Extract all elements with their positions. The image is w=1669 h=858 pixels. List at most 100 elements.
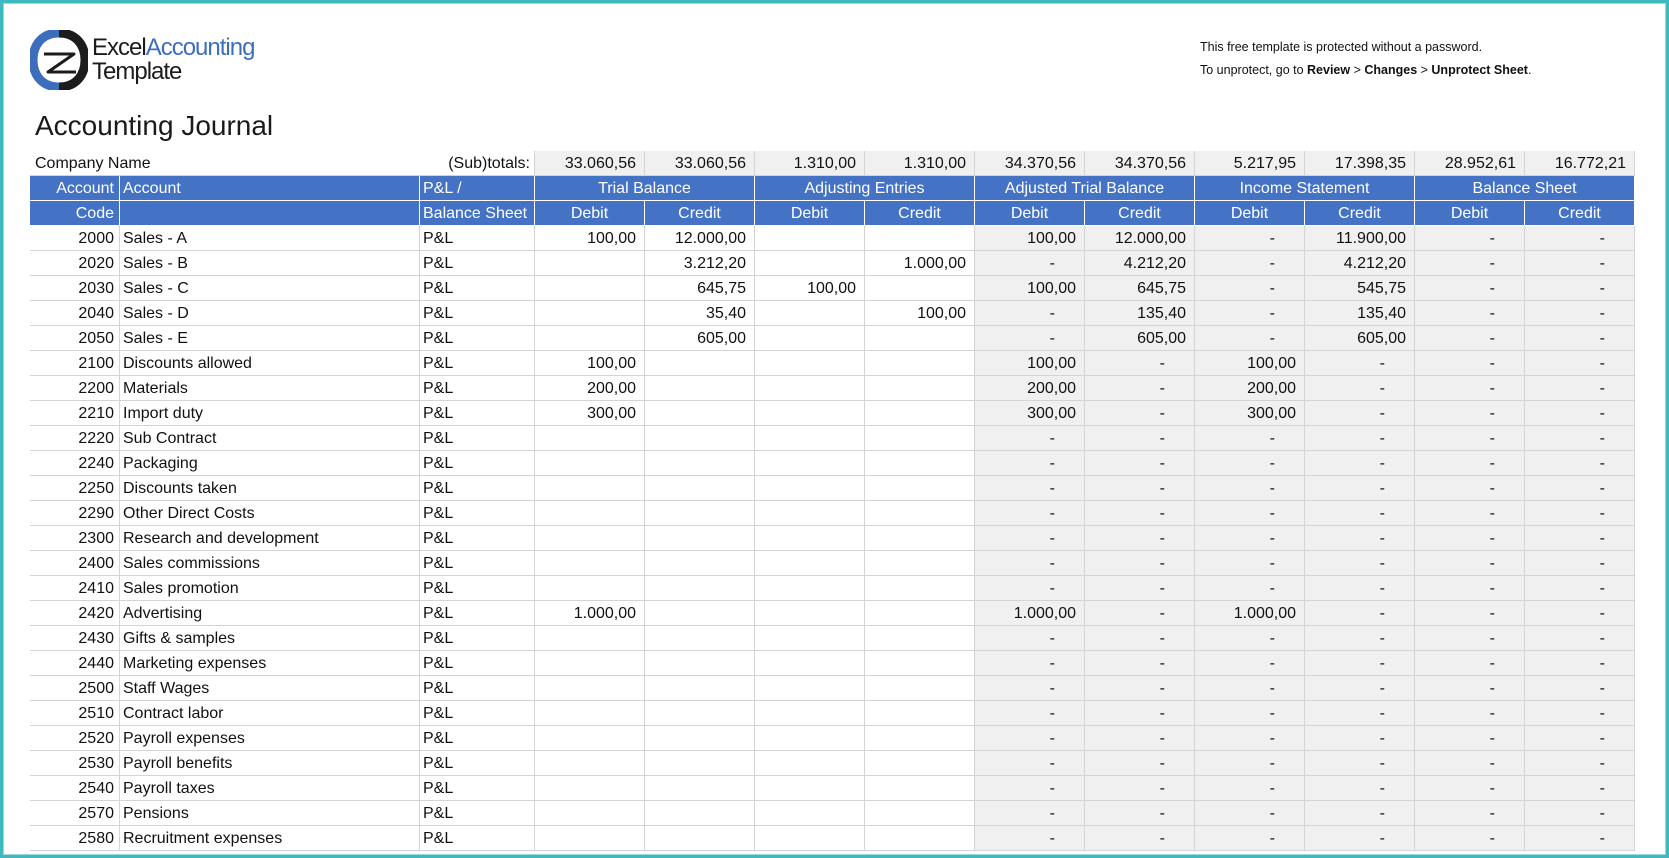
- amount-cell[interactable]: [865, 351, 975, 376]
- account-type-cell[interactable]: P&L: [420, 801, 535, 826]
- account-type-cell[interactable]: P&L: [420, 301, 535, 326]
- account-name-cell[interactable]: Sub Contract: [120, 426, 420, 451]
- amount-cell[interactable]: 100,00: [755, 276, 865, 301]
- account-name-cell[interactable]: Gifts & samples: [120, 626, 420, 651]
- amount-cell[interactable]: -: [1525, 626, 1635, 651]
- amount-cell[interactable]: 605,00: [1085, 326, 1195, 351]
- amount-cell[interactable]: -: [975, 776, 1085, 801]
- amount-cell[interactable]: -: [1415, 826, 1525, 851]
- amount-cell[interactable]: [755, 801, 865, 826]
- amount-cell[interactable]: -: [975, 551, 1085, 576]
- amount-cell[interactable]: 300,00: [1195, 401, 1305, 426]
- account-code-cell[interactable]: 2100: [30, 351, 120, 376]
- amount-cell[interactable]: [645, 526, 755, 551]
- amount-cell[interactable]: [645, 551, 755, 576]
- amount-cell[interactable]: [645, 651, 755, 676]
- subtotal-cell[interactable]: 5.217,95: [1195, 151, 1305, 176]
- amount-cell[interactable]: -: [1085, 601, 1195, 626]
- amount-cell[interactable]: -: [975, 676, 1085, 701]
- amount-cell[interactable]: -: [1525, 351, 1635, 376]
- account-type-cell[interactable]: P&L: [420, 826, 535, 851]
- account-type-cell[interactable]: P&L: [420, 326, 535, 351]
- amount-cell[interactable]: [645, 626, 755, 651]
- amount-cell[interactable]: -: [1085, 426, 1195, 451]
- amount-cell[interactable]: -: [975, 301, 1085, 326]
- account-code-cell[interactable]: 2220: [30, 426, 120, 451]
- amount-cell[interactable]: -: [1415, 726, 1525, 751]
- header-group-income-statement[interactable]: Income Statement: [1195, 176, 1415, 201]
- amount-cell[interactable]: 1.000,00: [865, 251, 975, 276]
- amount-cell[interactable]: -: [1305, 701, 1415, 726]
- subtotals-label-cell[interactable]: Company Name (Sub)totals:: [30, 151, 535, 176]
- amount-cell[interactable]: 100,00: [1195, 351, 1305, 376]
- account-type-cell[interactable]: P&L: [420, 276, 535, 301]
- amount-cell[interactable]: 300,00: [535, 401, 645, 426]
- amount-cell[interactable]: [755, 401, 865, 426]
- amount-cell[interactable]: [755, 826, 865, 851]
- account-type-cell[interactable]: P&L: [420, 601, 535, 626]
- amount-cell[interactable]: [535, 276, 645, 301]
- amount-cell[interactable]: [535, 801, 645, 826]
- amount-cell[interactable]: -: [1305, 576, 1415, 601]
- amount-cell[interactable]: -: [975, 501, 1085, 526]
- amount-cell[interactable]: [755, 251, 865, 276]
- amount-cell[interactable]: 100,00: [535, 351, 645, 376]
- amount-cell[interactable]: [865, 551, 975, 576]
- amount-cell[interactable]: [645, 726, 755, 751]
- account-code-cell[interactable]: 2300: [30, 526, 120, 551]
- account-name-cell[interactable]: Import duty: [120, 401, 420, 426]
- amount-cell[interactable]: [755, 551, 865, 576]
- amount-cell[interactable]: -: [1415, 676, 1525, 701]
- amount-cell[interactable]: -: [1525, 251, 1635, 276]
- header-account-blank[interactable]: [120, 201, 420, 226]
- amount-cell[interactable]: 100,00: [535, 226, 645, 251]
- subtotal-cell[interactable]: 33.060,56: [535, 151, 645, 176]
- amount-cell[interactable]: 200,00: [1195, 376, 1305, 401]
- amount-cell[interactable]: 100,00: [865, 301, 975, 326]
- account-name-cell[interactable]: Payroll expenses: [120, 726, 420, 751]
- account-type-cell[interactable]: P&L: [420, 351, 535, 376]
- amount-cell[interactable]: -: [1085, 801, 1195, 826]
- subtotal-cell[interactable]: 1.310,00: [755, 151, 865, 176]
- header-debit[interactable]: Debit: [1195, 201, 1305, 226]
- account-code-cell[interactable]: 2400: [30, 551, 120, 576]
- amount-cell[interactable]: -: [1085, 726, 1195, 751]
- amount-cell[interactable]: [865, 751, 975, 776]
- header-account[interactable]: Account: [120, 176, 420, 201]
- amount-cell[interactable]: -: [1085, 351, 1195, 376]
- amount-cell[interactable]: -: [975, 751, 1085, 776]
- account-name-cell[interactable]: Research and development: [120, 526, 420, 551]
- amount-cell[interactable]: [865, 401, 975, 426]
- amount-cell[interactable]: -: [1305, 601, 1415, 626]
- account-code-cell[interactable]: 2440: [30, 651, 120, 676]
- amount-cell[interactable]: -: [1525, 451, 1635, 476]
- amount-cell[interactable]: [535, 551, 645, 576]
- header-debit[interactable]: Debit: [535, 201, 645, 226]
- amount-cell[interactable]: -: [1525, 401, 1635, 426]
- amount-cell[interactable]: -: [1195, 826, 1305, 851]
- amount-cell[interactable]: -: [1415, 351, 1525, 376]
- account-name-cell[interactable]: Sales - E: [120, 326, 420, 351]
- account-name-cell[interactable]: Marketing expenses: [120, 651, 420, 676]
- account-type-cell[interactable]: P&L: [420, 526, 535, 551]
- account-name-cell[interactable]: Staff Wages: [120, 676, 420, 701]
- header-group-adjusting-entries[interactable]: Adjusting Entries: [755, 176, 975, 201]
- amount-cell[interactable]: -: [975, 426, 1085, 451]
- amount-cell[interactable]: [755, 426, 865, 451]
- account-code-cell[interactable]: 2570: [30, 801, 120, 826]
- account-type-cell[interactable]: P&L: [420, 376, 535, 401]
- amount-cell[interactable]: -: [1085, 826, 1195, 851]
- amount-cell[interactable]: [535, 326, 645, 351]
- account-code-cell[interactable]: 2410: [30, 576, 120, 601]
- amount-cell[interactable]: -: [1525, 826, 1635, 851]
- amount-cell[interactable]: -: [1415, 326, 1525, 351]
- amount-cell[interactable]: [865, 626, 975, 651]
- account-name-cell[interactable]: Other Direct Costs: [120, 501, 420, 526]
- amount-cell[interactable]: -: [1415, 401, 1525, 426]
- amount-cell[interactable]: -: [1525, 726, 1635, 751]
- amount-cell[interactable]: [535, 501, 645, 526]
- account-code-cell[interactable]: 2030: [30, 276, 120, 301]
- subtotal-cell[interactable]: 33.060,56: [645, 151, 755, 176]
- header-debit[interactable]: Debit: [975, 201, 1085, 226]
- amount-cell[interactable]: -: [1195, 301, 1305, 326]
